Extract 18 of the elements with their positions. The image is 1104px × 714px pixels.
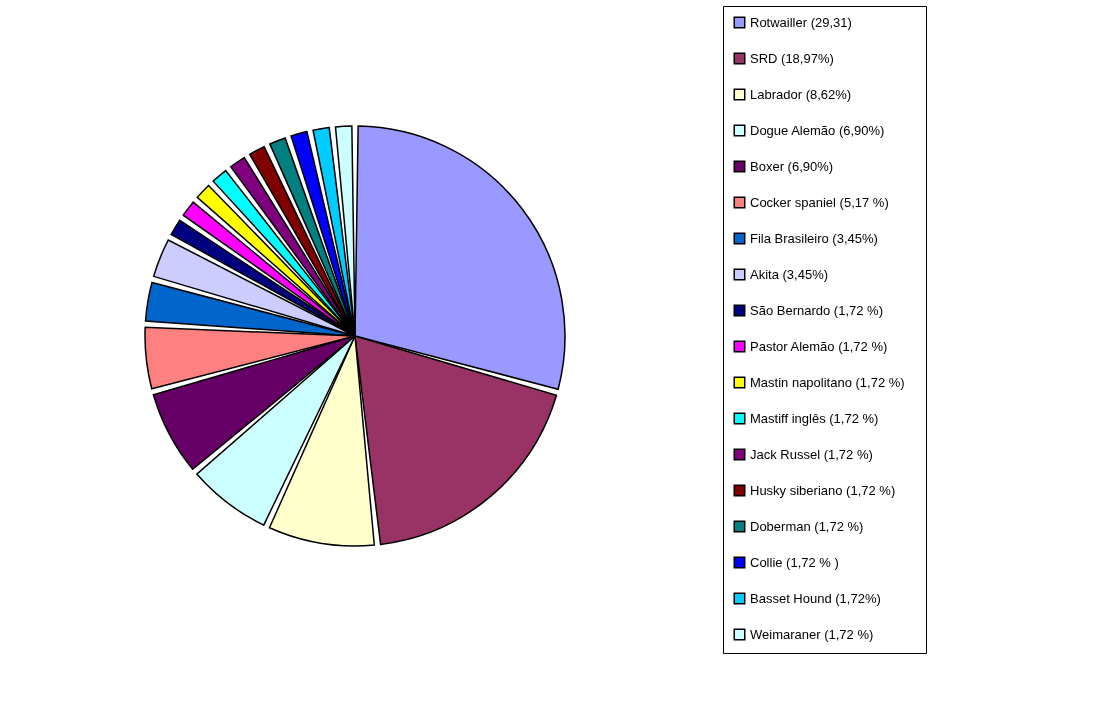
legend-label: Labrador (8,62%): [750, 86, 852, 102]
legend-label: Jack Russel (1,72 %): [750, 446, 873, 462]
legend-label: Mastin napolitano (1,72 %): [750, 374, 905, 390]
legend-label: Rotwailler (29,31): [750, 14, 852, 30]
legend-label: Collie (1,72 % ): [750, 554, 839, 570]
legend-label: SRD (18,97%): [750, 50, 834, 66]
legend-label: Weimaraner (1,72 %): [750, 626, 874, 642]
legend-label: Doberman (1,72 %): [750, 518, 864, 534]
legend-label: Fila Brasileiro (3,45%): [750, 230, 878, 246]
legend-label: Mastiff inglês (1,72 %): [750, 410, 879, 426]
legend-label: Pastor Alemão (1,72 %): [750, 338, 888, 354]
legend-label: Dogue Alemão (6,90%): [750, 122, 885, 138]
legend-label: Boxer (6,90%): [750, 158, 834, 174]
legend-label: Cocker spaniel (5,17 %): [750, 194, 889, 210]
legend-label: Basset Hound (1,72%): [750, 590, 881, 606]
legend-label: Akita (3,45%): [750, 266, 829, 282]
legend-label: São Bernardo (1,72 %): [750, 302, 883, 318]
legend-label: Husky siberiano (1,72 %): [750, 482, 896, 498]
